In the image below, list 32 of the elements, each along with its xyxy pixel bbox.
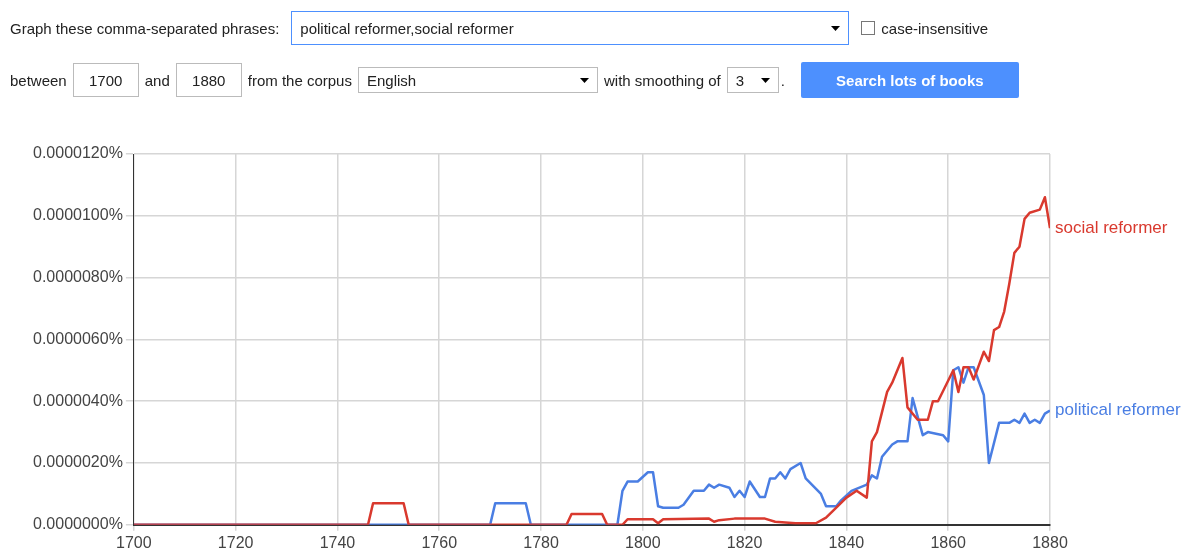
text: and [144, 71, 170, 89]
y-tick-label: 0.0000060% [33, 329, 123, 347]
text: 3 [735, 71, 745, 89]
y-tick-label: 0.0000100% [33, 206, 123, 224]
text: Search lots of books [800, 62, 1019, 98]
y-tick-label: 0.0000120% [33, 144, 123, 162]
text: English [366, 71, 417, 89]
y-tick-label: 0.0000020% [33, 453, 123, 471]
x-tick-label: 1860 [930, 533, 967, 551]
y-tick-label: 0.0000080% [33, 268, 123, 286]
y-tick-label: 0.0000000% [33, 515, 123, 533]
text: political reformer,social reformer [300, 19, 514, 37]
text: from the corpus [247, 71, 352, 89]
x-tick-label: 1760 [421, 533, 458, 551]
x-tick-label: 1880 [1032, 533, 1068, 551]
x-tick-label: 1840 [828, 533, 865, 551]
text: 1700 [72, 63, 139, 97]
text: with smoothing of [603, 71, 721, 89]
text: . [780, 71, 785, 89]
y-tick-label: 0.0000040% [33, 391, 123, 409]
series-label: social reformer [1055, 217, 1168, 237]
text: between [10, 71, 67, 89]
text: 1880 [175, 63, 242, 97]
x-tick-label: 1800 [625, 533, 661, 551]
x-tick-label: 1740 [319, 533, 356, 551]
text: case-insensitive [881, 19, 989, 37]
x-tick-label: 1720 [217, 533, 254, 551]
x-tick-label: 1780 [523, 533, 559, 551]
series-label: political reformer [1055, 400, 1181, 420]
x-tick-label: 1700 [116, 533, 152, 551]
text: Graph these comma-separated phrases: [10, 19, 280, 37]
x-tick-label: 1820 [726, 533, 763, 551]
